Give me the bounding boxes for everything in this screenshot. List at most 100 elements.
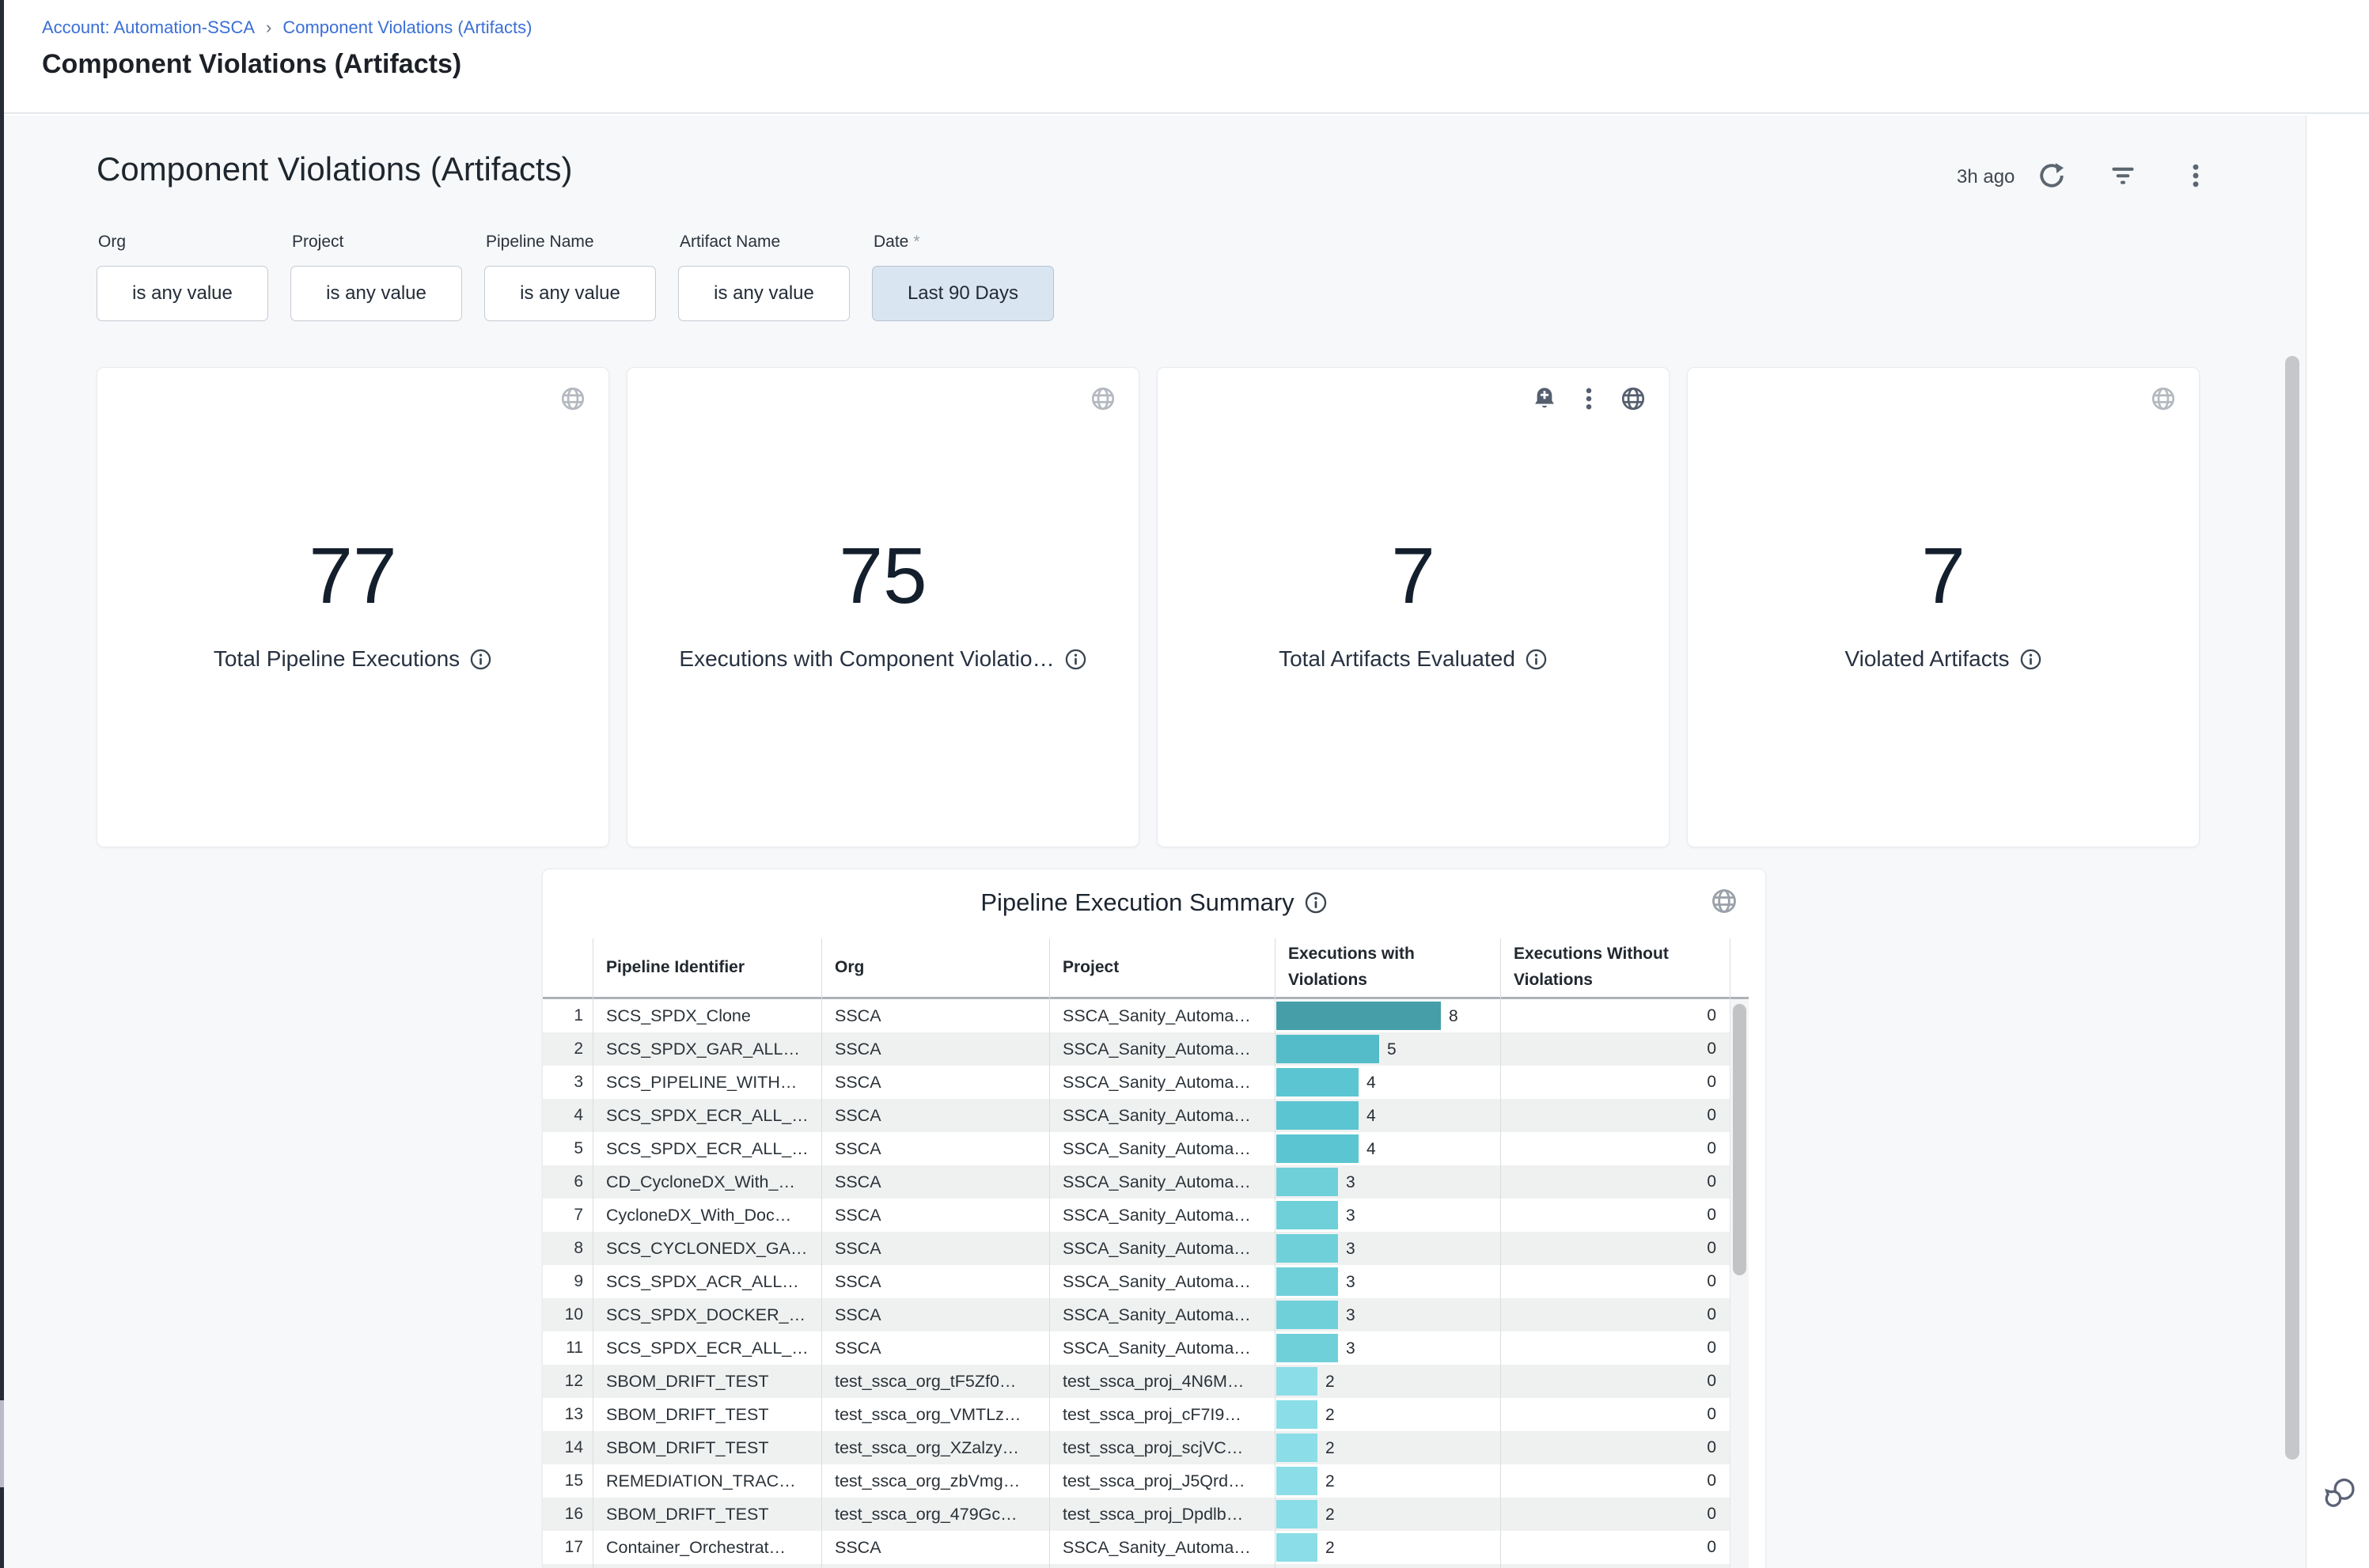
table-row[interactable]: 15 REMEDIATION_TRAC… test_ssca_org_zbVmg… [543, 1464, 1730, 1498]
org-cell[interactable]: test_ssca_org_XZalzy… [835, 1431, 1037, 1464]
project-cell[interactable]: test_ssca_proj_J5Qrd… [1063, 1464, 1263, 1498]
org-cell[interactable]: test_ssca_org_479Gc… [835, 1498, 1037, 1531]
org-cell[interactable]: SSCA [835, 1199, 1037, 1232]
pipeline-identifier-cell[interactable]: CycloneDX_With_Doc… [606, 1199, 810, 1232]
globe-icon[interactable] [1090, 385, 1116, 416]
info-icon[interactable] [1515, 646, 1548, 671]
filter-icon[interactable] [2109, 161, 2137, 190]
table-row[interactable]: 7 CycloneDX_With_Doc… SSCA SSCA_Sanity_A… [543, 1199, 1730, 1232]
globe-icon[interactable] [1710, 887, 1738, 919]
table-row[interactable]: 1 SCS_SPDX_Clone SSCA SSCA_Sanity_Automa… [543, 999, 1730, 1032]
filter-value-project[interactable]: is any value [290, 266, 462, 321]
breadcrumb-account-link[interactable]: Account: Automation-SSCA [42, 17, 255, 37]
table-row[interactable]: 8 SCS_CYCLONEDX_GA… SSCA SSCA_Sanity_Aut… [543, 1232, 1730, 1265]
table-row[interactable]: 10 SCS_SPDX_DOCKER_… SSCA SSCA_Sanity_Au… [543, 1298, 1730, 1331]
project-cell[interactable]: SSCA_Sanity_Automa… [1063, 1066, 1263, 1099]
info-icon[interactable] [1055, 646, 1087, 671]
project-cell[interactable]: test_ssca_proj_4N6M… [1063, 1365, 1263, 1398]
table-scrollbar-thumb[interactable] [1733, 1004, 1746, 1275]
info-icon[interactable] [2010, 646, 2042, 671]
project-cell[interactable]: SSCA_Sanity_Automa… [1063, 1165, 1263, 1199]
project-cell[interactable]: SSCA_Sanity_Automa… [1063, 1232, 1263, 1265]
filter-value-org[interactable]: is any value [97, 266, 268, 321]
info-icon[interactable] [1294, 888, 1328, 916]
org-cell[interactable]: SSCA [835, 1032, 1037, 1066]
project-cell[interactable]: SSCA_Sanity_Automa… [1063, 1265, 1263, 1298]
refresh-icon[interactable] [2037, 161, 2066, 190]
project-cell[interactable]: test_ssca_proj_scjVC… [1063, 1431, 1263, 1464]
pipeline-identifier-cell[interactable]: SBOM_DRIFT_TEST [606, 1365, 810, 1398]
pipeline-identifier-cell[interactable]: SCS_SPDX_ECR_ALL_… [606, 1132, 810, 1165]
pipeline-identifier-cell[interactable]: SCS_SPDX_Clone [606, 999, 810, 1032]
org-cell[interactable]: SSCA [835, 1265, 1037, 1298]
pipeline-identifier-cell[interactable]: Container_Orchestrat… [606, 1531, 810, 1564]
project-cell[interactable]: test_ssca_proj_cF7I9… [1063, 1398, 1263, 1431]
table-row[interactable]: 5 SCS_SPDX_ECR_ALL_… SSCA SSCA_Sanity_Au… [543, 1132, 1730, 1165]
pipeline-identifier-cell[interactable]: REMEDIATION_TRAC… [606, 1464, 810, 1498]
project-cell[interactable]: SSCA_Sanity_Automa… [1063, 1032, 1263, 1066]
column-header[interactable]: Project [1063, 938, 1257, 997]
project-cell[interactable]: SSCA_Sanity_Automa… [1063, 1199, 1263, 1232]
org-cell[interactable]: SSCA [835, 1066, 1037, 1099]
org-cell[interactable]: SSCA [835, 999, 1037, 1032]
violations-bar [1276, 1168, 1338, 1196]
pipeline-identifier-cell[interactable]: SCS_SPDX_ECR_ALL_… [606, 1099, 810, 1132]
project-cell[interactable]: SSCA_Sanity_Automa… [1063, 1298, 1263, 1331]
pipeline-identifier-cell[interactable]: SCS_PIPELINE_WITH… [606, 1066, 810, 1099]
pipeline-identifier-cell[interactable]: SCS_SPDX_DOCKER_… [606, 1298, 810, 1331]
column-header[interactable]: Pipeline Identifier [606, 938, 803, 997]
kpi-value: 75 [627, 532, 1139, 619]
org-cell[interactable]: SSCA [835, 1331, 1037, 1365]
table-row[interactable]: 3 SCS_PIPELINE_WITH… SSCA SSCA_Sanity_Au… [543, 1066, 1730, 1099]
org-cell[interactable]: SSCA [835, 1531, 1037, 1564]
org-cell[interactable]: SSCA [835, 1099, 1037, 1132]
table-row[interactable]: 9 SCS_SPDX_ACR_ALL… SSCA SSCA_Sanity_Aut… [543, 1265, 1730, 1298]
filter-value-pipeline-name[interactable]: is any value [484, 266, 656, 321]
kebab-menu-icon[interactable] [2181, 161, 2210, 190]
pipeline-identifier-cell[interactable]: SBOM_DRIFT_TEST [606, 1431, 810, 1464]
org-cell[interactable]: SSCA [835, 1298, 1037, 1331]
table-row[interactable]: 4 SCS_SPDX_ECR_ALL_… SSCA SSCA_Sanity_Au… [543, 1099, 1730, 1132]
column-header[interactable]: Executions with Violations [1288, 938, 1482, 997]
table-row[interactable]: 6 CD_CycloneDX_With_… SSCA SSCA_Sanity_A… [543, 1165, 1730, 1199]
project-cell[interactable]: SSCA_Sanity_Automa… [1063, 1531, 1263, 1564]
dashboard-scrollbar-thumb[interactable] [2285, 356, 2299, 1460]
table-row[interactable]: 13 SBOM_DRIFT_TEST test_ssca_org_VMTLz… … [543, 1398, 1730, 1431]
globe-icon[interactable] [1620, 385, 1647, 416]
globe-icon[interactable] [559, 385, 586, 416]
filter-value-artifact-name[interactable]: is any value [678, 266, 850, 321]
breadcrumb-current-link[interactable]: Component Violations (Artifacts) [282, 17, 532, 37]
pipeline-identifier-cell[interactable]: SBOM_DRIFT_TEST [606, 1498, 810, 1531]
pipeline-identifier-cell[interactable]: SCS_SPDX_GAR_ALL… [606, 1032, 810, 1066]
table-row[interactable]: 12 SBOM_DRIFT_TEST test_ssca_org_tF5Zf0…… [543, 1365, 1730, 1398]
filter-value-date[interactable]: Last 90 Days [872, 266, 1054, 321]
table-row[interactable]: 14 SBOM_DRIFT_TEST test_ssca_org_XZalzy…… [543, 1431, 1730, 1464]
project-cell[interactable]: SSCA_Sanity_Automa… [1063, 1099, 1263, 1132]
bell-plus-icon[interactable] [1531, 385, 1558, 416]
pipeline-identifier-cell[interactable]: SCS_SPDX_ACR_ALL… [606, 1265, 810, 1298]
pipeline-identifier-cell[interactable]: SCS_SPDX_ECR_ALL_… [606, 1331, 810, 1365]
project-cell[interactable]: test_ssca_proj_Dpdlb… [1063, 1498, 1263, 1531]
pipeline-identifier-cell[interactable]: CD_CycloneDX_With_… [606, 1165, 810, 1199]
info-icon[interactable] [460, 646, 492, 671]
pipeline-identifier-cell[interactable]: SBOM_DRIFT_TEST [606, 1398, 810, 1431]
table-row[interactable]: 11 SCS_SPDX_ECR_ALL_… SSCA SSCA_Sanity_A… [543, 1331, 1730, 1365]
org-cell[interactable]: SSCA [835, 1232, 1037, 1265]
org-cell[interactable]: test_ssca_org_VMTLz… [835, 1398, 1037, 1431]
project-cell[interactable]: SSCA_Sanity_Automa… [1063, 1331, 1263, 1365]
column-header[interactable]: Org [835, 938, 1031, 997]
pipeline-identifier-cell[interactable]: SCS_CYCLONEDX_GA… [606, 1232, 810, 1265]
table-row[interactable]: 16 SBOM_DRIFT_TEST test_ssca_org_479Gc… … [543, 1498, 1730, 1531]
table-row[interactable]: 2 SCS_SPDX_GAR_ALL… SSCA SSCA_Sanity_Aut… [543, 1032, 1730, 1066]
chat-help-icon[interactable] [2318, 1473, 2360, 1514]
org-cell[interactable]: SSCA [835, 1132, 1037, 1165]
project-cell[interactable]: SSCA_Sanity_Automa… [1063, 1132, 1263, 1165]
project-cell[interactable]: SSCA_Sanity_Automa… [1063, 999, 1263, 1032]
table-row[interactable]: 17 Container_Orchestrat… SSCA SSCA_Sanit… [543, 1531, 1730, 1564]
kebab-menu-icon[interactable] [1575, 385, 1602, 416]
org-cell[interactable]: test_ssca_org_zbVmg… [835, 1464, 1037, 1498]
org-cell[interactable]: SSCA [835, 1165, 1037, 1199]
org-cell[interactable]: test_ssca_org_tF5Zf0… [835, 1365, 1037, 1398]
globe-icon[interactable] [2150, 385, 2177, 416]
column-header[interactable]: Executions Without Violations [1514, 938, 1711, 997]
